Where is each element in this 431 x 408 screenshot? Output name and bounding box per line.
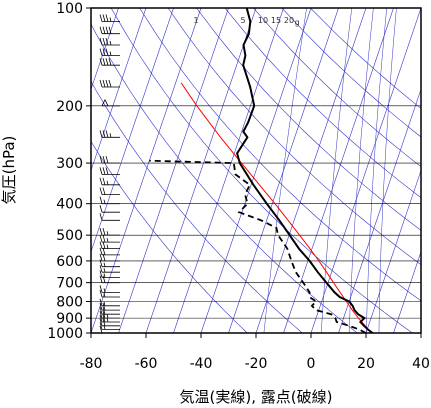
- dry-adiabat-line: [91, 23, 358, 333]
- mixing-ratio-line: [366, 8, 387, 333]
- isotherm-line: [145, 8, 257, 333]
- isotherm-line: [91, 8, 202, 333]
- wind-barbs: [99, 8, 120, 333]
- isotherm-line: [200, 8, 312, 333]
- y-tick-label: 1000: [47, 326, 83, 342]
- isotherm-line: [283, 8, 394, 333]
- mixing-ratio-line: [348, 8, 374, 333]
- x-tick-label: -40: [190, 356, 213, 372]
- mixing-ratio-label: g: [294, 18, 299, 27]
- dry-adiabat-line: [196, 8, 421, 231]
- mixing-ratio-lines: [263, 8, 397, 333]
- pressure-grid-lines: [91, 8, 421, 333]
- wind-barb: [99, 234, 120, 243]
- isotherm-lines: [91, 8, 421, 333]
- wind-barb: [99, 196, 120, 205]
- wind-barb: [99, 275, 120, 284]
- wind-barb: [99, 79, 120, 88]
- isotherm-line: [91, 8, 119, 91]
- wind-barb: [99, 48, 120, 56]
- wind-barb: [99, 325, 120, 333]
- wind-barb: [99, 247, 120, 256]
- wind-barb: [99, 311, 120, 319]
- temperature-line: [236, 8, 374, 333]
- profile-series: [149, 8, 374, 333]
- dry-adiabat-line: [91, 140, 248, 333]
- y-tick-label: 700: [56, 276, 83, 292]
- y-tick-label: 900: [56, 311, 83, 327]
- wind-barb: [99, 289, 120, 298]
- wind-barb: [99, 314, 120, 323]
- mixing-ratio-label: 5: [240, 16, 245, 25]
- isotherm-line: [393, 250, 421, 333]
- y-tick-label: 500: [56, 228, 83, 244]
- dewpoint-line: [149, 159, 367, 333]
- isotherm-line: [338, 88, 421, 333]
- mixing-ratio-label: 10: [258, 16, 268, 25]
- dry-adiabat-line: [139, 8, 421, 302]
- wind-barb: [99, 187, 120, 195]
- mixing-ratio-label: 15: [271, 16, 281, 25]
- wind-barb: [99, 177, 120, 186]
- x-tick-label: 0: [307, 356, 316, 372]
- wind-barb: [99, 241, 120, 249]
- x-tick-label: 40: [412, 356, 430, 372]
- isotherm-line: [255, 8, 367, 333]
- x-tick-label: 20: [357, 356, 375, 372]
- dry-adiabat-line: [110, 8, 413, 333]
- wind-barb: [101, 98, 120, 107]
- wind-barb: [99, 285, 120, 293]
- wind-barb: [99, 228, 120, 236]
- wind-barb: [99, 205, 120, 213]
- isotherm-line: [420, 332, 421, 333]
- isotherm-line: [310, 8, 421, 333]
- wind-barb: [99, 37, 120, 46]
- dry-adiabat-line: [167, 8, 421, 265]
- isotherm-line: [365, 169, 421, 333]
- x-tick-label: -60: [135, 356, 158, 372]
- isotherm-line: [91, 8, 147, 172]
- y-tick-label: 800: [56, 295, 83, 311]
- wind-barb: [99, 14, 120, 22]
- wind-barb: [99, 298, 120, 307]
- mixing-ratio-label: 1: [193, 16, 198, 25]
- isotherm-line: [118, 8, 229, 333]
- x-axis-title: 気温(実線), 露点(破線): [180, 388, 333, 406]
- mixing-ratio-label: 20: [284, 16, 294, 25]
- wind-barb: [99, 270, 120, 278]
- wind-barb: [99, 265, 120, 273]
- x-axis-ticks: -80 -60 -40 -20 0 20 40: [80, 333, 430, 372]
- mixing-ratio-line: [263, 8, 307, 333]
- wind-barb: [99, 26, 120, 35]
- y-tick-label: 600: [56, 254, 83, 270]
- wind-barb: [99, 155, 120, 164]
- wind-barb: [99, 307, 120, 315]
- wind-barb: [99, 213, 120, 221]
- wind-barb: [99, 167, 120, 175]
- dry-adiabat-line: [253, 8, 421, 168]
- mixing-ratio-line: [378, 8, 397, 333]
- y-tick-label: 100: [56, 1, 83, 17]
- wind-barb: [99, 302, 120, 311]
- y-tick-label: 300: [56, 156, 83, 172]
- wind-barb: [99, 130, 120, 138]
- wind-barb: [99, 58, 120, 66]
- dry-adiabat-line: [224, 8, 421, 199]
- x-tick-label: -20: [245, 356, 268, 372]
- mixing-ratio-line: [320, 8, 353, 333]
- wind-barb: [99, 259, 120, 268]
- y-axis-title: 気圧(hPa): [0, 136, 18, 205]
- y-tick-label: 200: [56, 99, 83, 115]
- dry-adiabat-line: [91, 80, 303, 333]
- wind-barb: [101, 8, 120, 9]
- isotherm-line: [91, 8, 174, 253]
- mixing-ratio-labels: 1 5 10 15 20 g: [193, 16, 299, 27]
- x-tick-label: -80: [80, 356, 103, 372]
- y-tick-label: 400: [56, 197, 83, 213]
